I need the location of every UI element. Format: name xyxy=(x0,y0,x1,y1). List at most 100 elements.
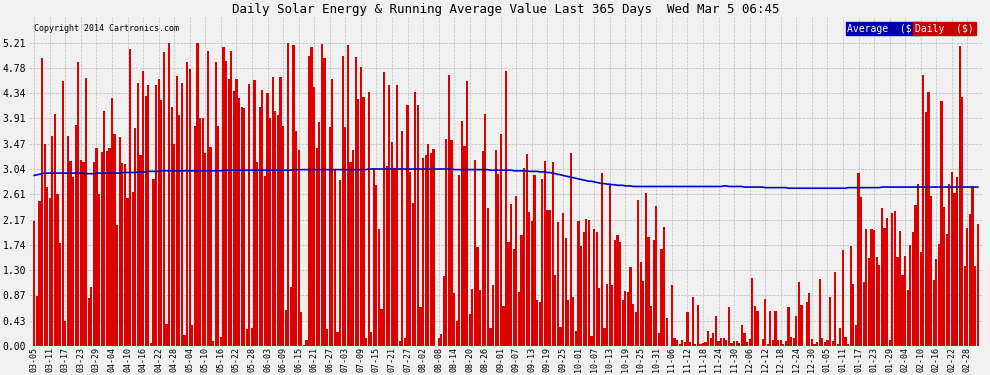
Bar xyxy=(72,177,74,346)
Bar xyxy=(479,290,481,346)
Bar xyxy=(274,111,276,346)
Bar xyxy=(678,344,681,346)
Bar xyxy=(606,284,608,346)
Bar xyxy=(663,227,665,346)
Bar xyxy=(692,297,694,346)
Bar xyxy=(124,164,126,346)
Bar xyxy=(47,187,49,346)
Bar xyxy=(409,172,411,346)
Bar xyxy=(510,204,512,346)
Bar xyxy=(945,234,947,346)
Bar xyxy=(352,150,354,346)
Bar xyxy=(736,340,738,346)
Bar xyxy=(36,296,38,346)
Bar xyxy=(388,85,390,346)
Bar xyxy=(601,172,603,346)
Bar xyxy=(923,75,925,346)
Bar xyxy=(915,205,917,346)
Bar xyxy=(135,128,137,346)
Bar xyxy=(256,162,258,346)
Bar xyxy=(837,344,839,346)
Bar xyxy=(739,344,741,346)
Bar xyxy=(800,305,803,346)
Bar xyxy=(399,342,401,346)
Bar xyxy=(627,292,629,346)
Bar xyxy=(152,178,154,346)
Bar xyxy=(556,222,559,346)
Bar xyxy=(821,338,824,346)
Bar xyxy=(593,229,595,346)
Bar xyxy=(829,297,832,346)
Bar xyxy=(899,231,901,346)
Bar xyxy=(904,256,906,346)
Bar xyxy=(603,328,606,346)
Bar xyxy=(253,81,255,346)
Bar xyxy=(638,200,640,346)
Bar xyxy=(707,331,709,346)
Bar xyxy=(250,328,253,346)
Bar xyxy=(842,250,844,346)
Bar xyxy=(386,165,388,346)
Bar xyxy=(847,344,849,346)
Bar xyxy=(67,136,69,346)
Bar xyxy=(710,338,712,346)
Bar xyxy=(59,243,61,346)
Bar xyxy=(61,81,63,346)
Bar xyxy=(705,342,707,346)
Bar xyxy=(640,262,642,346)
Bar xyxy=(463,146,465,346)
Bar xyxy=(726,340,728,346)
Bar xyxy=(269,118,271,346)
Bar xyxy=(263,176,266,346)
Bar xyxy=(875,257,878,346)
Bar xyxy=(160,99,162,346)
Bar xyxy=(974,266,976,346)
Text: Daily  ($): Daily ($) xyxy=(915,24,974,33)
Bar xyxy=(204,153,207,346)
Bar xyxy=(391,142,393,346)
Bar xyxy=(699,344,702,346)
Bar xyxy=(925,112,927,346)
Bar xyxy=(518,292,520,346)
Bar xyxy=(689,342,691,346)
Bar xyxy=(624,291,627,346)
Bar xyxy=(404,339,406,346)
Bar xyxy=(857,173,859,346)
Bar xyxy=(886,218,888,346)
Bar xyxy=(74,125,77,346)
Bar xyxy=(971,186,974,346)
Bar xyxy=(489,328,492,346)
Bar xyxy=(575,332,577,346)
Bar xyxy=(500,135,502,346)
Bar xyxy=(334,169,336,346)
Bar xyxy=(756,311,758,346)
Bar xyxy=(487,208,489,346)
Bar xyxy=(559,327,561,346)
Bar xyxy=(580,246,582,346)
Bar xyxy=(583,232,585,346)
Bar xyxy=(378,229,380,346)
Bar xyxy=(852,284,854,346)
Bar xyxy=(497,174,499,346)
Bar xyxy=(508,242,510,346)
Bar xyxy=(103,111,105,346)
Bar xyxy=(619,242,621,346)
Bar xyxy=(529,212,531,346)
Bar xyxy=(194,126,196,346)
Bar xyxy=(940,101,942,346)
Bar xyxy=(212,341,214,346)
Bar xyxy=(383,72,385,346)
Bar xyxy=(660,249,662,346)
Bar xyxy=(546,210,548,346)
Bar xyxy=(930,196,933,346)
Bar xyxy=(611,285,614,346)
Bar xyxy=(441,334,443,346)
Bar xyxy=(228,80,230,346)
Bar xyxy=(844,337,846,346)
Bar xyxy=(346,45,349,346)
Bar xyxy=(588,220,590,346)
Bar xyxy=(889,340,891,346)
Bar xyxy=(741,325,742,346)
Bar xyxy=(495,150,497,346)
Bar xyxy=(372,168,375,346)
